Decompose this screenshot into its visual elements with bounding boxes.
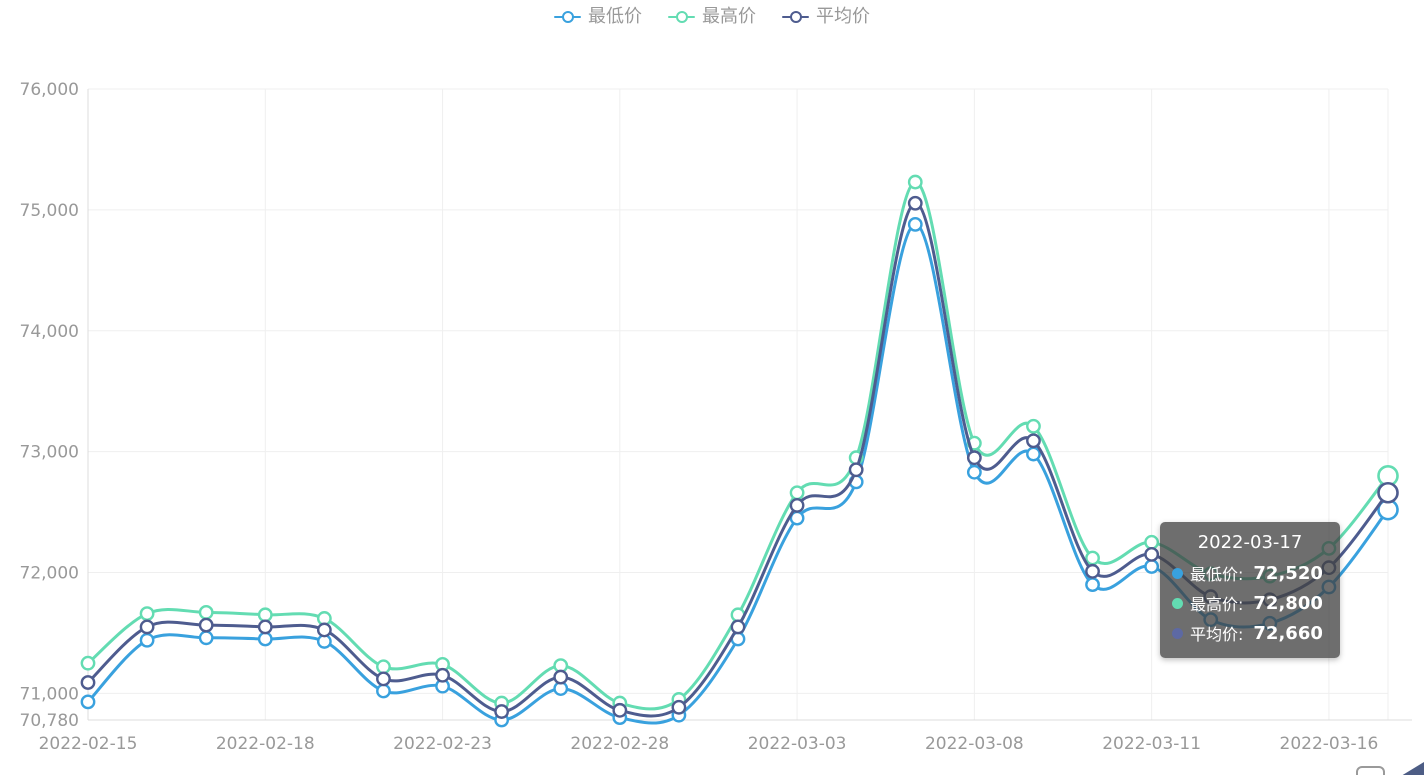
data-point[interactable] [435, 667, 450, 683]
data-point[interactable] [257, 607, 273, 623]
data-point[interactable] [553, 669, 569, 685]
data-point[interactable] [671, 699, 687, 715]
toolbox-button-partial[interactable] [1356, 766, 1385, 775]
data-point[interactable] [1321, 579, 1337, 595]
data-point[interactable] [848, 462, 864, 478]
line-circle-marker-icon [668, 10, 695, 24]
data-point[interactable] [198, 617, 214, 633]
data-point[interactable] [1321, 560, 1337, 576]
data-point[interactable] [139, 606, 155, 622]
data-point[interactable] [966, 464, 982, 480]
data-point[interactable] [494, 704, 510, 719]
line-circle-marker-icon [554, 10, 581, 24]
data-point[interactable] [907, 216, 923, 232]
data-point[interactable] [198, 605, 214, 620]
data-point[interactable] [789, 498, 805, 513]
data-point[interactable] [1026, 446, 1041, 462]
data-point[interactable] [198, 630, 214, 646]
data-point[interactable] [376, 671, 391, 687]
line-circle-marker-icon [782, 10, 809, 24]
data-point-emphasis[interactable] [1377, 481, 1399, 504]
data-point[interactable] [1262, 592, 1278, 608]
data-point[interactable] [316, 622, 332, 638]
data-point[interactable] [257, 619, 273, 635]
legend-item-average-price[interactable]: 平均价 [782, 8, 870, 26]
x-axis-label: 2022-03-16 [1280, 734, 1379, 754]
x-axis-label: 2022-02-15 [39, 734, 138, 754]
data-point[interactable] [80, 675, 96, 690]
y-axis-label: 71,000 [20, 684, 79, 704]
data-point[interactable] [1262, 568, 1278, 584]
legend-item-lowest-price[interactable]: 最低价 [554, 8, 642, 26]
data-point[interactable] [139, 632, 155, 648]
x-axis-label: 2022-02-18 [216, 734, 315, 754]
data-point[interactable] [1321, 540, 1337, 556]
legend-item-highest-price[interactable]: 最高价 [668, 8, 756, 26]
legend-label: 最高价 [702, 6, 756, 27]
data-point[interactable] [80, 694, 96, 710]
data-point[interactable] [730, 619, 746, 635]
data-point[interactable] [1085, 563, 1100, 579]
data-point[interactable] [1203, 566, 1219, 582]
series-line-0 [86, 222, 1390, 725]
y-axis-label: 74,000 [20, 322, 79, 342]
data-point[interactable] [376, 659, 391, 675]
data-point[interactable] [1085, 550, 1100, 566]
x-axis-label: 2022-03-03 [748, 734, 847, 754]
data-point[interactable] [139, 619, 155, 635]
y-axis-label: 70,780 [20, 711, 79, 731]
data-point[interactable] [907, 195, 923, 211]
data-point[interactable] [1262, 615, 1278, 631]
data-point[interactable] [1144, 559, 1160, 574]
y-axis-label: 75,000 [20, 201, 79, 221]
x-axis-label: 2022-02-23 [393, 734, 492, 754]
y-axis-label: 73,000 [20, 443, 79, 463]
x-axis-label: 2022-03-11 [1102, 734, 1201, 754]
data-point[interactable] [1144, 534, 1160, 550]
y-axis-label: 72,000 [20, 564, 79, 584]
data-point[interactable] [966, 450, 982, 466]
data-point[interactable] [257, 631, 273, 647]
data-point[interactable] [1026, 418, 1041, 434]
data-point[interactable] [789, 485, 805, 501]
data-point[interactable] [80, 655, 96, 671]
data-point[interactable] [1203, 612, 1219, 628]
legend-label: 最低价 [588, 6, 642, 27]
data-point[interactable] [907, 174, 923, 190]
legend-label: 平均价 [816, 6, 870, 27]
data-point[interactable] [1026, 433, 1041, 449]
x-axis-label: 2022-02-28 [570, 734, 669, 754]
data-point[interactable] [612, 702, 628, 718]
data-point[interactable] [376, 683, 391, 699]
data-point[interactable] [1203, 589, 1219, 605]
y-axis-label: 76,000 [20, 80, 79, 100]
x-axis-label: 2022-03-08 [925, 734, 1024, 754]
data-point[interactable] [1144, 546, 1160, 562]
data-point[interactable] [1085, 577, 1100, 593]
chart-legend: 最低价 最高价 平均价 [0, 3, 1424, 31]
